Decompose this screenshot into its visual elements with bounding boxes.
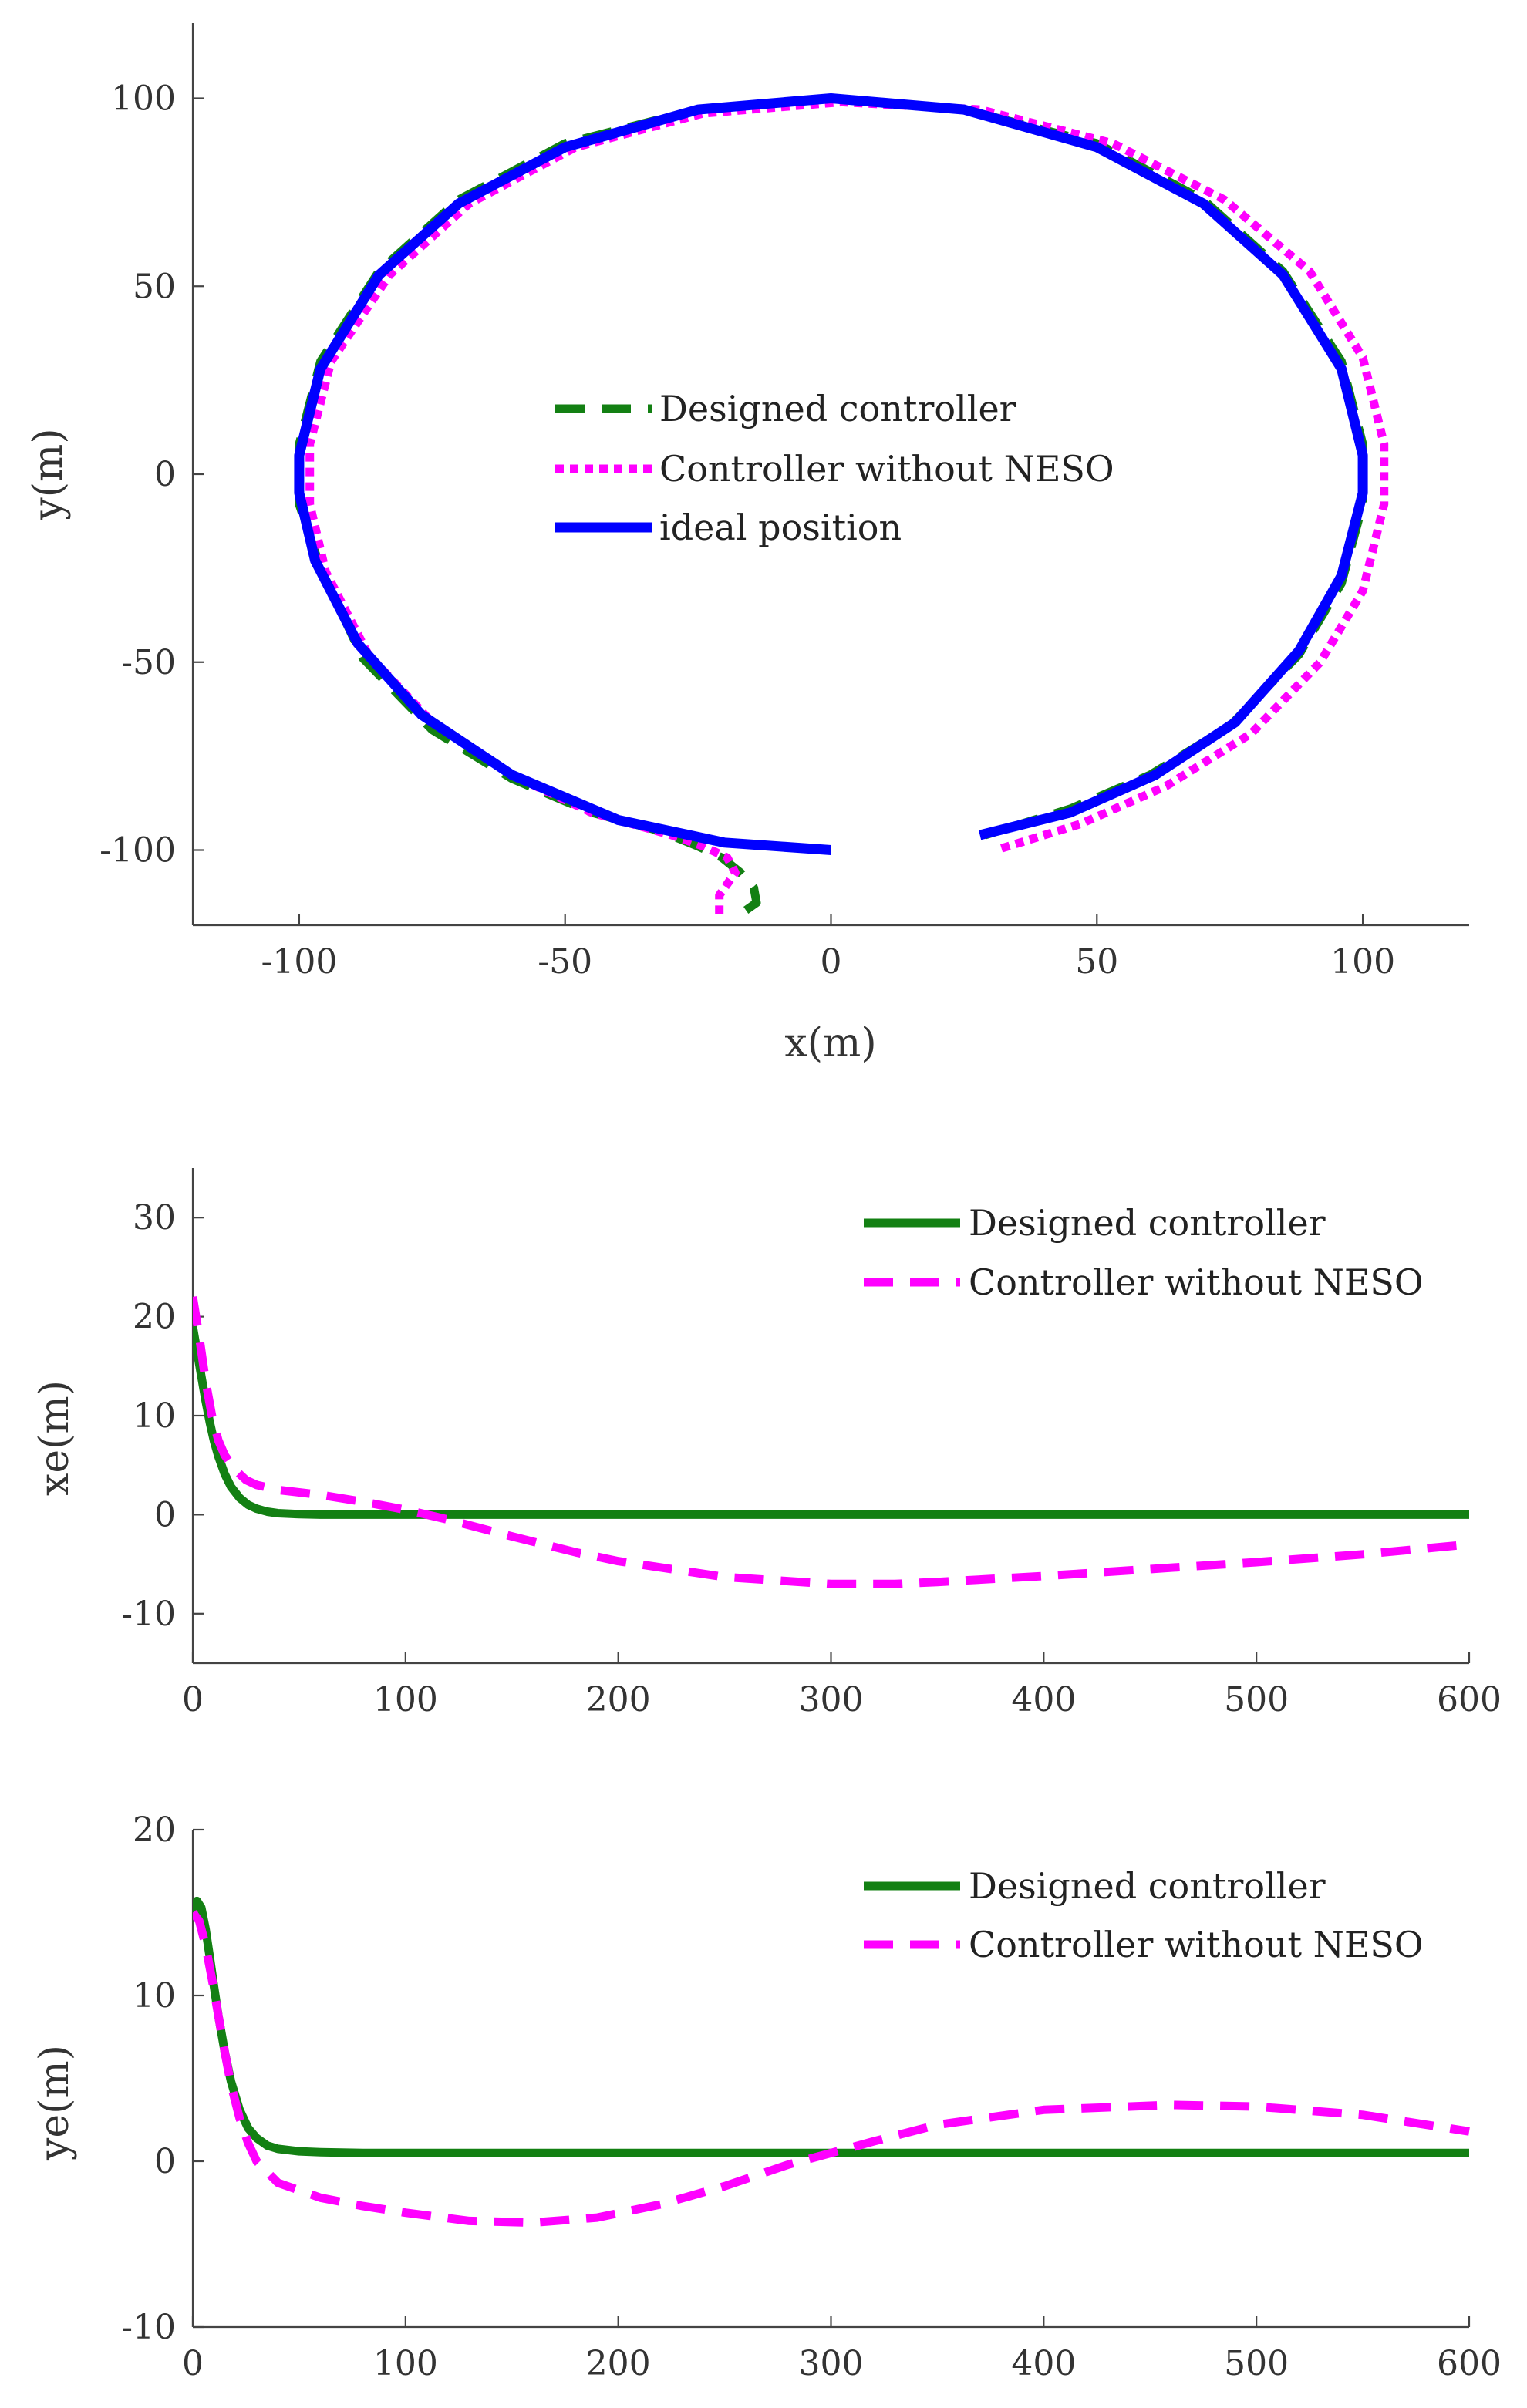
xe-y-axis-label: xe(m) xyxy=(32,1380,78,1496)
ye-x-tick-label: 300 xyxy=(799,2344,864,2383)
xe-y-tick-label: 0 xyxy=(154,1495,176,1534)
trajectory-series-designed-controller xyxy=(295,94,1367,914)
xe-x-tick-label: 600 xyxy=(1437,1680,1502,1719)
ye-x-tick-label: 500 xyxy=(1224,2344,1289,2383)
xe-x-tick-label: 200 xyxy=(586,1680,651,1719)
xe-y-tick-label: -10 xyxy=(121,1595,176,1634)
ye-y-axis-label: ye(m) xyxy=(32,2045,78,2161)
trajectory-legend-label: ideal position xyxy=(659,507,902,548)
ye-x-tick-label: 100 xyxy=(373,2344,438,2383)
trajectory-y-tick-label: 100 xyxy=(111,79,176,119)
ye-y-tick-label: -10 xyxy=(121,2308,176,2347)
xe-legend-label: Designed controller xyxy=(969,1202,1326,1244)
trajectory-series-ideal-position xyxy=(294,93,1368,855)
trajectory-y-axis-label: y(m) xyxy=(25,428,72,520)
ye-y-tick-label: 20 xyxy=(133,1810,176,1850)
chart-xe: 0 100 200 300 400 500 600 -10 0 10 20 30 xe(m) Design… xyxy=(32,1168,1502,1719)
trajectory-x-tick-label: 0 xyxy=(821,942,842,982)
trajectory-x-tick-label: 50 xyxy=(1075,942,1118,982)
chart-trajectory: -100 -50 0 50 100 -100 -50 0 50 100 x(m) y(m) Design… xyxy=(25,23,1469,1066)
ye-legend-label: Designed controller xyxy=(969,1865,1326,1907)
xe-y-tick-label: 20 xyxy=(133,1298,176,1337)
trajectory-y-tick-label: 50 xyxy=(133,267,176,306)
xe-series-designed-controller xyxy=(193,1325,1469,1519)
ye-legend-label: Controller without NESO xyxy=(969,1924,1424,1965)
ye-series-controller-without-neso xyxy=(193,1910,1470,2228)
trajectory-y-tick-label: -100 xyxy=(99,831,176,871)
xe-y-tick-label: 10 xyxy=(133,1396,176,1436)
xe-series-controller-without-neso xyxy=(193,1296,1470,1588)
trajectory-legend-label: Controller without NESO xyxy=(659,448,1114,490)
xe-y-tick-label: 30 xyxy=(133,1198,176,1238)
xe-x-tick-label: 400 xyxy=(1011,1680,1076,1719)
ye-series-designed-controller xyxy=(193,1896,1469,2157)
ye-x-tick-label: 200 xyxy=(586,2344,651,2383)
xe-x-tick-label: 0 xyxy=(182,1680,204,1719)
chart-ye: 0 100 200 300 400 500 600-1001020ye(m)Designed… xyxy=(32,1810,1502,2383)
trajectory-x-axis-label: x(m) xyxy=(784,1020,876,1066)
trajectory-y-tick-label: 0 xyxy=(154,455,176,494)
xe-legend-label: Controller without NESO xyxy=(969,1261,1424,1303)
trajectory-x-tick-label: -100 xyxy=(261,942,337,982)
ye-y-tick-label: 10 xyxy=(133,1976,176,2016)
xe-x-tick-label: 100 xyxy=(373,1680,438,1719)
xe-x-tick-label: 500 xyxy=(1224,1680,1289,1719)
ye-x-tick-label: 0 xyxy=(182,2344,204,2383)
trajectory-legend-label: Designed controller xyxy=(659,388,1016,429)
xe-x-tick-label: 300 xyxy=(799,1680,864,1719)
trajectory-y-tick-label: -50 xyxy=(121,643,176,682)
ye-x-tick-label: 600 xyxy=(1437,2344,1502,2383)
trajectory-x-tick-label: -50 xyxy=(538,942,592,982)
ye-y-tick-label: 0 xyxy=(154,2142,176,2181)
trajectory-x-tick-label: 100 xyxy=(1330,942,1395,982)
ye-x-tick-label: 400 xyxy=(1011,2344,1076,2383)
